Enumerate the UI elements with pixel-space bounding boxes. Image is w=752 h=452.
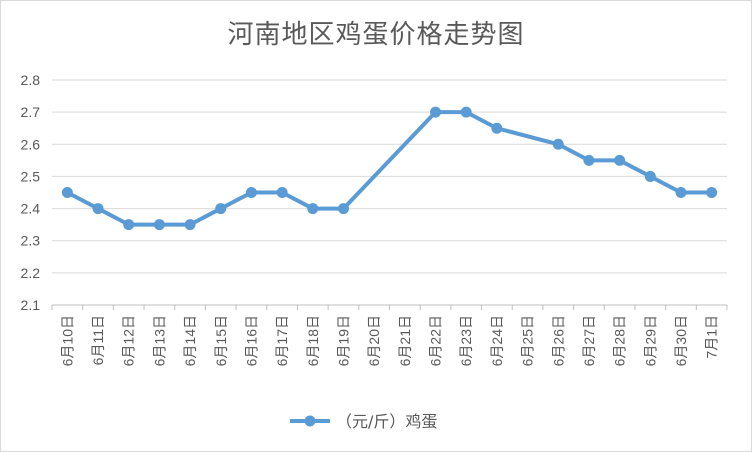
y-tick-label: 2.4 — [21, 201, 41, 217]
data-point — [61, 187, 73, 198]
legend-marker — [304, 415, 316, 427]
data-point — [184, 219, 196, 231]
data-point — [460, 106, 472, 118]
x-tick-label: 6月12日 — [121, 315, 137, 366]
y-tick-label: 2.2 — [21, 265, 41, 281]
data-point — [675, 187, 687, 198]
x-tick-label: 6月25日 — [520, 315, 536, 366]
data-point — [614, 154, 626, 166]
x-tick-label: 6月16日 — [243, 315, 259, 366]
x-tick-label: 6月23日 — [458, 315, 474, 366]
x-tick-label: 6月30日 — [673, 315, 689, 366]
data-point — [491, 122, 503, 134]
x-tick-label: 6月11日 — [90, 315, 106, 365]
x-tick-label: 6月20日 — [366, 315, 382, 366]
data-point — [583, 154, 595, 166]
y-tick-label: 2.7 — [21, 104, 41, 120]
data-point — [92, 203, 104, 215]
y-tick-label: 2.8 — [21, 72, 41, 88]
data-point — [706, 187, 718, 198]
legend: （元/斤）鸡蛋 — [290, 412, 437, 431]
x-tick-label: 6月17日 — [274, 315, 290, 366]
data-point — [215, 203, 227, 215]
y-tick-label: 2.6 — [21, 136, 41, 152]
x-tick-label: 6月28日 — [612, 315, 628, 366]
y-axis-ticks: 2.1 2.2 2.3 2.4 2.5 2.6 2.7 2.8 — [21, 72, 41, 313]
x-tick-label: 6月22日 — [428, 315, 444, 366]
data-point — [337, 203, 349, 215]
y-tick-label: 2.3 — [21, 233, 41, 249]
x-tick-label: 6月15日 — [213, 315, 229, 366]
x-tick-label: 6月21日 — [397, 315, 413, 366]
x-tick-label: 7月1日 — [704, 315, 720, 359]
data-point — [307, 203, 319, 215]
x-tick-label: 6月19日 — [335, 315, 351, 366]
series-line — [66, 110, 712, 227]
x-tick-label: 6月18日 — [305, 315, 321, 366]
x-tick-label: 6月27日 — [581, 315, 597, 366]
y-tick-label: 2.1 — [21, 297, 41, 313]
data-point — [644, 170, 656, 182]
x-tick-label: 6月10日 — [59, 315, 75, 366]
chart-title: 河南地区鸡蛋价格走势图 — [227, 20, 525, 50]
data-point — [245, 187, 257, 198]
x-axis: 6月10日 6月11日 6月12日 6月13日 6月14日 6月15日 6月16日 6月17日… — [51, 304, 728, 366]
data-point — [552, 138, 564, 150]
x-tick-label: 6月14日 — [182, 315, 198, 366]
y-tick-label: 2.5 — [21, 168, 41, 184]
data-point — [123, 219, 135, 231]
legend-label: （元/斤）鸡蛋 — [336, 412, 437, 431]
x-tick-label: 6月26日 — [550, 315, 566, 366]
series-layer — [61, 106, 718, 231]
data-point — [153, 219, 165, 231]
x-tick-label: 6月24日 — [489, 315, 505, 366]
data-point — [430, 106, 442, 118]
gridlines — [52, 79, 727, 306]
x-tick-label: 6月29日 — [642, 315, 658, 366]
x-tick-label: 6月13日 — [151, 315, 167, 366]
data-point — [276, 187, 288, 198]
